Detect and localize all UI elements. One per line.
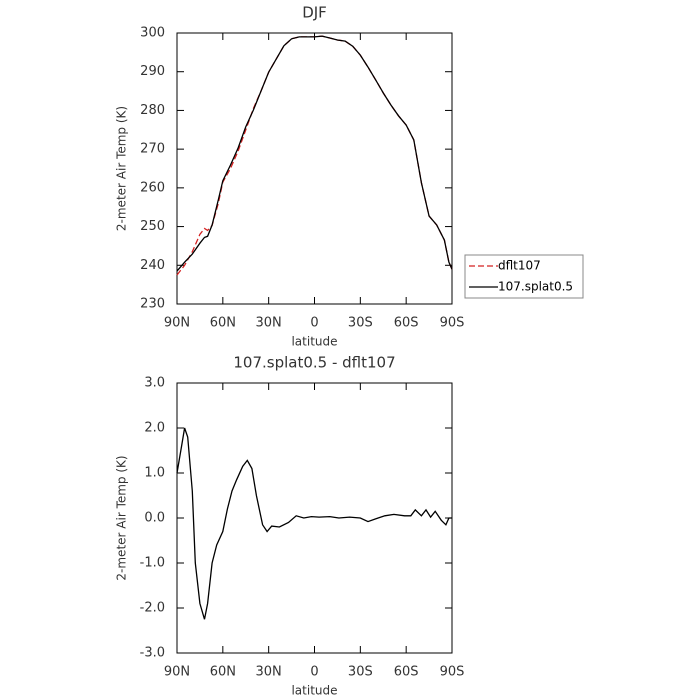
chart-title: 107.splat0.5 - dflt107 [233,354,395,372]
x-tick-label: 90S [440,665,465,680]
x-tick-label: 0 [310,316,318,331]
y-tick-label: 290 [140,64,165,79]
y-tick-label: -1.0 [140,556,165,571]
y-tick-label: 230 [140,297,165,312]
legend-label: dflt107 [498,259,541,273]
x-axis-label: latitude [291,335,337,349]
chart-title: DJF [302,4,327,22]
plot-frame [176,32,453,305]
data-line [176,427,452,620]
legend-box [464,254,584,299]
x-tick-label: 60N [210,316,236,331]
x-tick-label: 30N [256,316,282,331]
data-line [176,35,453,276]
x-tick-label: 0 [310,665,318,680]
y-tick-label: 280 [140,103,165,118]
x-tick-label: 60S [394,316,419,331]
x-tick-label: 30N [256,665,282,680]
y-tick-label: 2.0 [144,421,165,436]
y-tick-label: -2.0 [140,601,165,616]
y-tick-label: 0.0 [144,511,165,526]
legend-label: 107.splat0.5 [498,280,573,294]
x-tick-label: 60S [394,665,419,680]
plot-frame [176,382,453,654]
x-tick-label: 60N [210,665,236,680]
x-axis-label: latitude [291,684,337,698]
y-tick-label: 300 [140,26,165,41]
y-tick-label: 250 [140,219,165,234]
data-line [176,35,453,272]
y-tick-label: 240 [140,258,165,273]
y-tick-label: 260 [140,180,165,195]
x-tick-label: 90N [164,665,190,680]
y-axis-label: 2-meter Air Temp (K) [115,455,129,580]
y-tick-label: 3.0 [144,376,165,391]
y-tick-label: -3.0 [140,646,165,661]
x-tick-label: 30S [348,665,373,680]
y-axis-label: 2-meter Air Temp (K) [115,106,129,231]
x-tick-label: 30S [348,316,373,331]
x-tick-label: 90S [440,316,465,331]
y-tick-label: 1.0 [144,466,165,481]
x-tick-label: 90N [164,316,190,331]
y-tick-label: 270 [140,142,165,157]
